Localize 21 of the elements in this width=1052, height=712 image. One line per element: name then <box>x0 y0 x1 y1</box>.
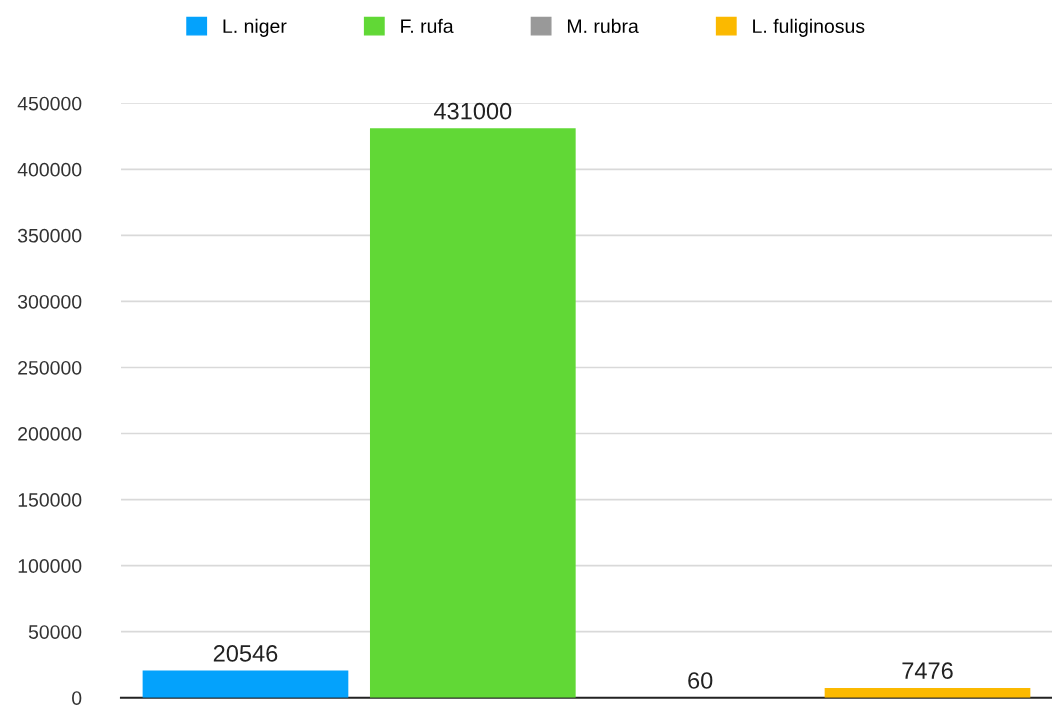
legend-label: L. fuliginosus <box>753 18 865 37</box>
bar <box>142 670 349 698</box>
y-tick-label: 100000 <box>18 559 82 573</box>
data-label: 7476 <box>902 662 953 680</box>
bar <box>824 687 1031 698</box>
y-tick-label: 200000 <box>18 427 82 441</box>
y-tick-label: 300000 <box>17 294 82 309</box>
y-tick-label: 150000 <box>18 493 82 507</box>
y-tick-label: 450000 <box>17 96 82 111</box>
y-tick-label: 50000 <box>28 625 82 639</box>
data-label: 60 <box>688 672 713 689</box>
data-label: 431000 <box>433 102 512 120</box>
legend-label: M. rubra <box>567 18 639 34</box>
y-tick-label: 0 <box>72 691 82 705</box>
y-tick-label: 400000 <box>17 162 82 177</box>
data-label: 20546 <box>213 645 278 662</box>
y-tick-label: 350000 <box>17 228 82 243</box>
y-tick-label: 250000 <box>18 360 82 375</box>
bar <box>369 128 576 698</box>
legend-label: L. niger <box>223 18 287 37</box>
legend-label: F. rufa <box>401 18 454 34</box>
